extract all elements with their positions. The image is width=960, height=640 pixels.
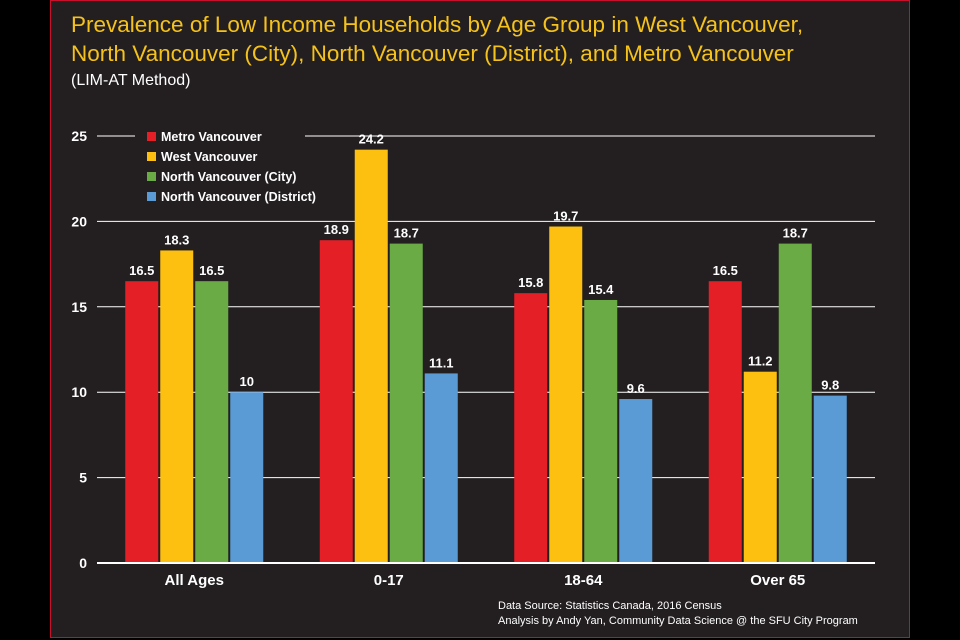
bar [778,243,812,563]
legend-swatch [147,192,156,201]
title-line-2: North Vancouver (City), North Vancouver … [71,41,794,66]
data-label: 19.7 [553,209,578,224]
y-tick-label: 20 [71,213,87,229]
x-tick-label: All Ages [165,572,224,589]
data-label: 9.6 [627,381,645,396]
x-tick-label: Over 65 [750,572,805,589]
data-label: 11.1 [429,355,454,370]
bar [230,392,264,563]
bar [514,293,548,563]
bar [319,240,353,564]
chart-subtitle: (LIM-AT Method) [71,72,191,89]
bar [389,243,423,563]
source-note: Data Source: Statistics Canada, 2016 Cen… [498,599,858,629]
y-tick-label: 10 [71,384,87,400]
data-label: 15.8 [518,275,543,290]
y-tick-label: 0 [79,555,87,571]
bar [424,373,458,563]
source-line-1: Data Source: Statistics Canada, 2016 Cen… [498,600,722,612]
bar [195,281,229,563]
data-label: 11.2 [748,354,773,369]
legend-swatch [147,152,156,161]
chart-title: Prevalence of Low Income Households by A… [71,10,901,68]
data-label: 18.9 [324,222,349,237]
data-label: 18.7 [783,226,808,241]
data-label: 16.5 [199,263,224,278]
bar [619,399,653,563]
y-tick-label: 5 [79,470,87,486]
data-label: 10 [240,374,254,389]
legend-swatch [147,172,156,181]
bar [813,395,847,563]
bar [125,281,159,563]
data-label: 9.8 [821,378,839,393]
data-label: 15.4 [588,282,614,297]
bar [584,299,618,563]
data-label: 16.5 [713,263,738,278]
bar [708,281,742,563]
data-label: 18.7 [394,226,419,241]
data-label: 24.2 [359,132,384,147]
data-label: 18.3 [164,232,189,247]
source-line-2: Analysis by Andy Yan, Community Data Sci… [498,615,858,627]
bar [160,250,194,563]
legend-label: North Vancouver (City) [161,170,296,184]
bar [354,149,388,563]
legend-label: West Vancouver [161,150,257,164]
x-tick-label: 18-64 [564,572,603,589]
legend-swatch [147,132,156,141]
bar [549,226,583,564]
x-tick-label: 0-17 [374,572,404,589]
legend-label: North Vancouver (District) [161,190,316,204]
bar [743,371,777,563]
y-tick-label: 15 [71,299,87,315]
title-line-1: Prevalence of Low Income Households by A… [71,12,804,37]
data-label: 16.5 [129,263,154,278]
y-tick-label: 25 [71,128,87,144]
legend-label: Metro Vancouver [161,130,262,144]
